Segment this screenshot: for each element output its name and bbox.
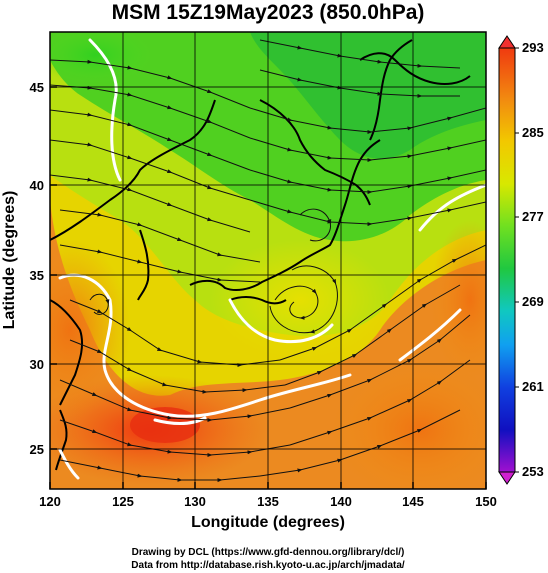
y-tick-label: 45: [30, 80, 44, 95]
x-tick-label: 145: [402, 494, 424, 509]
y-tick-label: 25: [30, 442, 44, 457]
y-tick-label: 35: [30, 268, 44, 283]
y-tick-labels: 25 30 35 40 45: [30, 80, 44, 457]
plot-area: [50, 32, 486, 489]
warm-patch-east: [430, 220, 486, 380]
x-axis-label: Longitude (degrees): [191, 514, 345, 531]
x-tick-label: 150: [475, 494, 497, 509]
colorbar-max-triangle: [498, 35, 516, 49]
colorbar-tick-label: 293: [522, 40, 544, 55]
colorbar-tick-label: 269: [522, 294, 544, 309]
tick-marks: [49, 86, 487, 489]
grid-lines: [50, 32, 486, 489]
warm-patch-west: [50, 240, 130, 420]
x-tick-label: 120: [39, 494, 61, 509]
colorbar-tick-label: 277: [522, 209, 544, 224]
colorbar-tick-label: 261: [522, 379, 544, 394]
y-tick-label: 40: [30, 178, 44, 193]
colorbar-tick-label: 253: [522, 464, 544, 479]
x-tick-label: 140: [330, 494, 352, 509]
credit-data: Data from http://database.rish.kyoto-u.a…: [131, 560, 405, 571]
x-tick-labels: 120 125 130 135 140 145 150: [39, 494, 497, 509]
colorbar-gradient: [498, 47, 516, 473]
y-tick-label: 30: [30, 357, 44, 372]
colorbar-min-triangle: [498, 471, 516, 485]
y-axis-label: Latitude (degrees): [1, 191, 18, 330]
x-tick-label: 125: [112, 494, 134, 509]
green-patch-northwest: [50, 32, 155, 85]
colorbar: 293 285 277 269 261 253: [498, 35, 544, 485]
map-title: MSM 15Z19May2023 (850.0hPa): [112, 1, 425, 24]
x-tick-label: 135: [257, 494, 279, 509]
x-tick-label: 130: [184, 494, 206, 509]
streamlines: [50, 39, 486, 483]
credit-drawing: Drawing by DCL (https://www.gfd-dennou.o…: [132, 547, 405, 558]
colorbar-tick-label: 285: [522, 125, 544, 140]
